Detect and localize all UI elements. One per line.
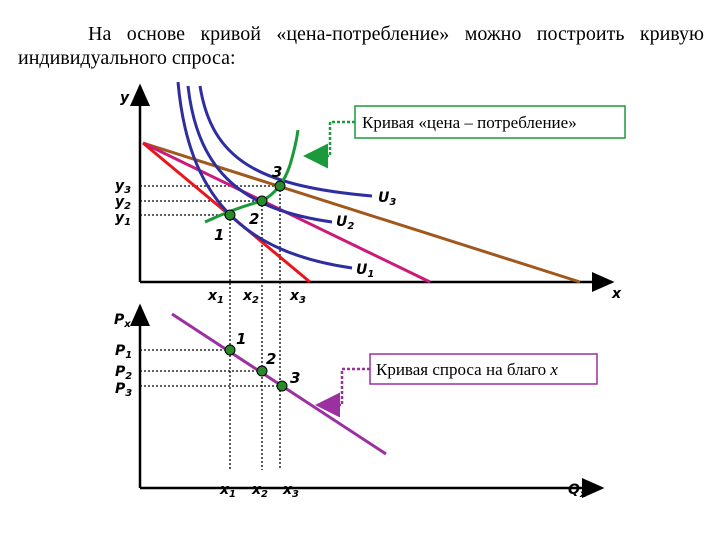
axis-label: x	[611, 286, 622, 302]
tick-label: P1	[115, 343, 132, 361]
tick-main: y	[115, 178, 125, 194]
tick-label: x3	[289, 288, 306, 306]
point-label: 1	[214, 226, 224, 244]
axis-main: P	[114, 312, 125, 328]
callout-text: Кривая «цена – потребление»	[362, 113, 577, 132]
tick-sub: 1	[229, 489, 236, 500]
callout-arrow	[303, 120, 355, 169]
callout-box	[369, 353, 598, 385]
tick-label: x3	[282, 482, 299, 500]
callout-arrow	[315, 367, 370, 418]
tick-main: y	[115, 210, 125, 226]
tick-main: P	[115, 343, 126, 359]
indifference-curve	[186, 85, 333, 224]
tick-main: x	[242, 288, 253, 304]
curve-label: U1	[356, 262, 374, 280]
curve-sub: 1	[367, 269, 374, 280]
tick-label: P2	[115, 364, 132, 382]
tick-sub: 3	[299, 295, 306, 306]
curve-main: U	[356, 262, 368, 278]
callout-var: x	[549, 360, 558, 379]
curve-main: U	[336, 214, 348, 230]
curve-sub: 2	[347, 221, 354, 232]
tick-main: x	[251, 482, 262, 498]
tick-sub: 1	[217, 295, 224, 306]
point	[224, 344, 236, 356]
curve-main: U	[378, 190, 390, 206]
curve-label: U3	[378, 190, 396, 208]
point	[256, 365, 268, 377]
tick-main: x	[207, 288, 218, 304]
axis-sub: x	[579, 489, 587, 500]
tick-main: P	[115, 364, 126, 380]
tick-label: P3	[115, 381, 132, 399]
point-label: 2	[249, 210, 259, 228]
tick-sub: 2	[125, 371, 132, 382]
tick-label: y2	[115, 194, 131, 212]
axis-main: Q	[568, 482, 580, 498]
tick-sub: 3	[292, 489, 299, 500]
tick-main: x	[282, 482, 293, 498]
header-text: На основе кривой «цена-потребление» можн…	[18, 23, 704, 69]
tick-sub: 3	[125, 388, 132, 399]
tick-sub: 3	[124, 185, 131, 196]
tick-label: x1	[219, 482, 236, 500]
point	[276, 380, 288, 392]
point	[256, 195, 268, 207]
tick-sub: 2	[124, 201, 131, 212]
tick-main: x	[219, 482, 230, 498]
point-label: 3	[272, 163, 282, 181]
point	[224, 209, 236, 221]
indifference-curve	[198, 85, 373, 198]
tick-label: y1	[115, 210, 131, 228]
curve-sub: 3	[389, 197, 396, 208]
tick-sub: 2	[261, 489, 268, 500]
tick-sub: 2	[252, 295, 259, 306]
point-label: 1	[236, 330, 246, 348]
callout-main: Кривая спроса на благо	[376, 360, 546, 379]
guide-lines	[140, 185, 281, 470]
tick-main: y	[115, 194, 125, 210]
tick-label: x2	[242, 288, 259, 306]
tick-sub: 1	[124, 217, 131, 228]
axis-label: Px	[114, 312, 131, 330]
guide-lines	[140, 349, 282, 387]
tick-label: x1	[207, 288, 224, 306]
axis-sub: x	[123, 319, 131, 330]
axis-label: y	[120, 90, 130, 106]
tick-label: x2	[251, 482, 268, 500]
axis-label: Qx	[568, 482, 587, 500]
point-label: 2	[266, 350, 276, 368]
tick-main: P	[115, 381, 126, 397]
tick-main: x	[289, 288, 300, 304]
point	[274, 180, 286, 192]
point-label: 3	[290, 369, 300, 387]
tick-label: y3	[115, 178, 131, 196]
curve-label: U2	[336, 214, 354, 232]
callout-text: Кривая спроса на благо x	[376, 360, 558, 379]
tick-sub: 1	[125, 350, 132, 361]
